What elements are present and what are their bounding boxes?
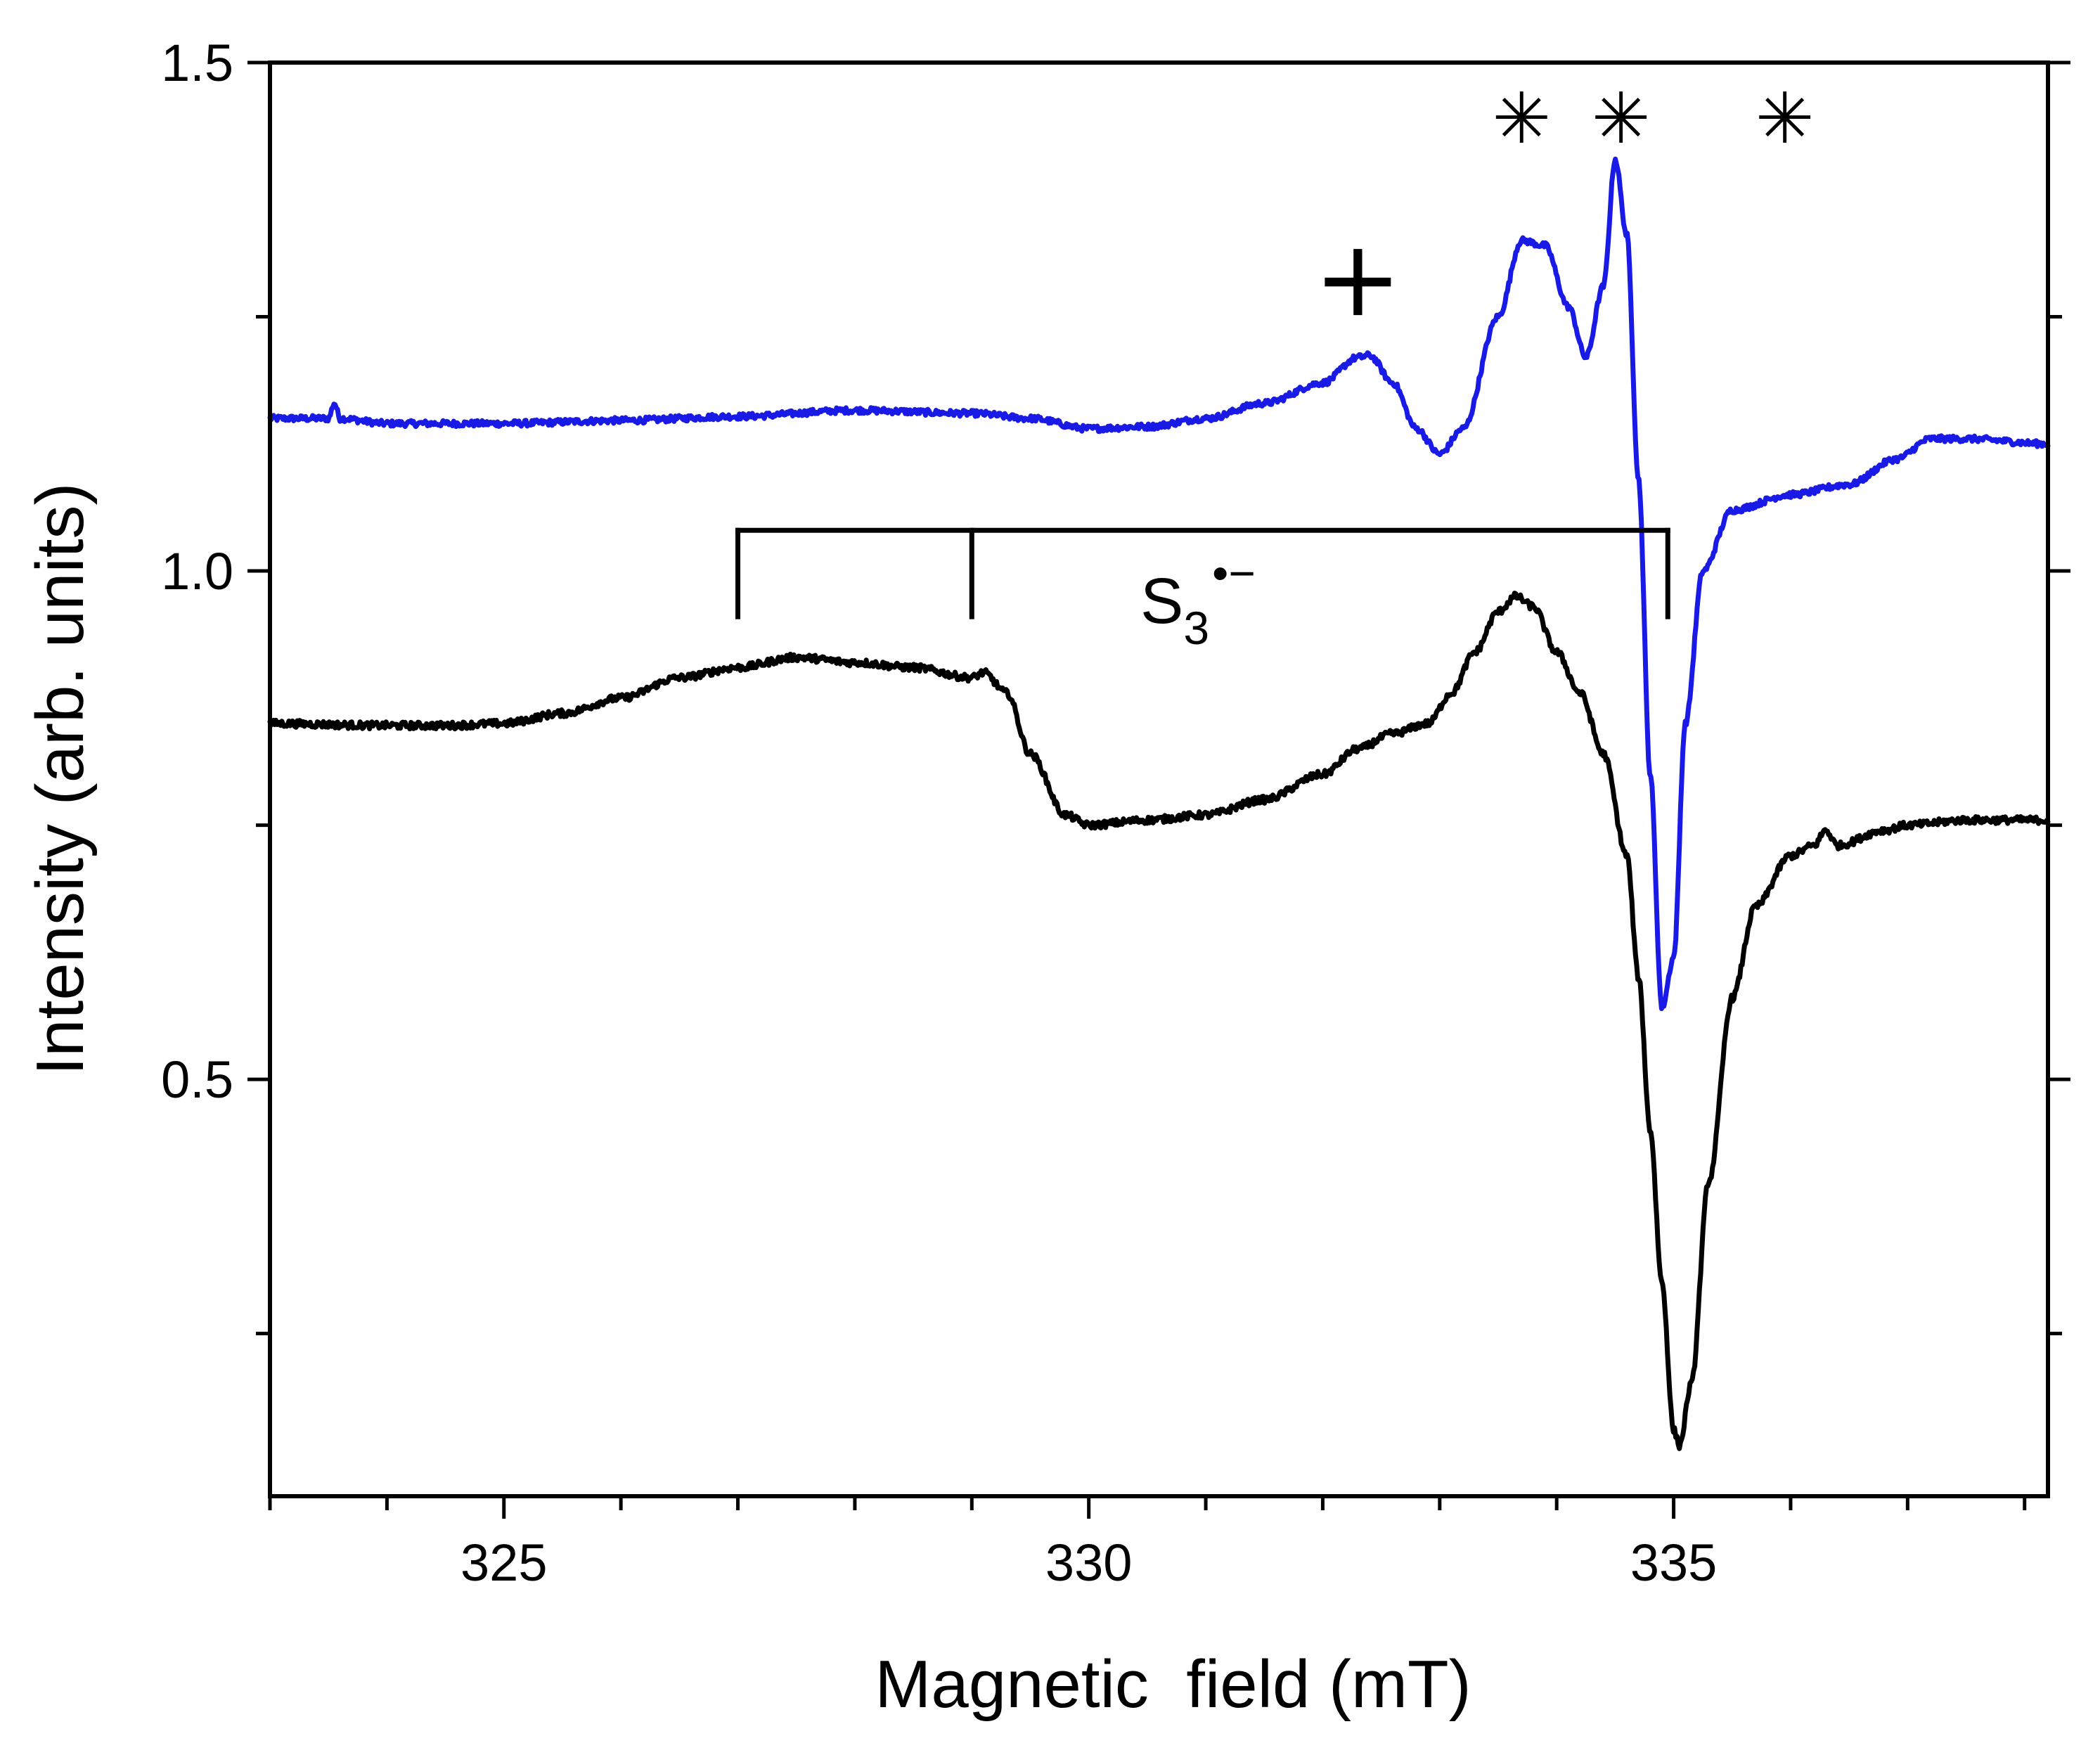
blue-trace-line [267, 156, 2051, 1011]
asterisk-marker: ✳ [1756, 77, 1815, 160]
black-trace-line [267, 591, 2051, 1451]
x-tick-label: 335 [1630, 1533, 1717, 1592]
y-axis-title: Intensity (arb. units) [22, 483, 98, 1076]
y-tick-label: 1.5 [161, 34, 233, 92]
axes: 325 330 335 0.5 1.0 1.5 Magnetic field (mT) Int… [22, 34, 2070, 1722]
plus-marker: + [1314, 218, 1403, 340]
y-tick-label: 1.0 [161, 542, 233, 600]
asterisk-marker: ✳ [1592, 77, 1651, 160]
y-tick-label: 0.5 [161, 1050, 233, 1109]
radical-label: S3•− [1140, 547, 1256, 654]
asterisk-marker: ✳ [1492, 77, 1551, 160]
plot-frame [268, 60, 2050, 1498]
x-tick-label: 325 [460, 1533, 547, 1592]
data-traces [267, 156, 2051, 1451]
x-axis-title: Magnetic field (mT) [875, 1647, 1471, 1722]
annotations: S3•− + ✳ ✳ ✳ [735, 77, 1815, 654]
x-tick-label: 330 [1045, 1533, 1132, 1592]
